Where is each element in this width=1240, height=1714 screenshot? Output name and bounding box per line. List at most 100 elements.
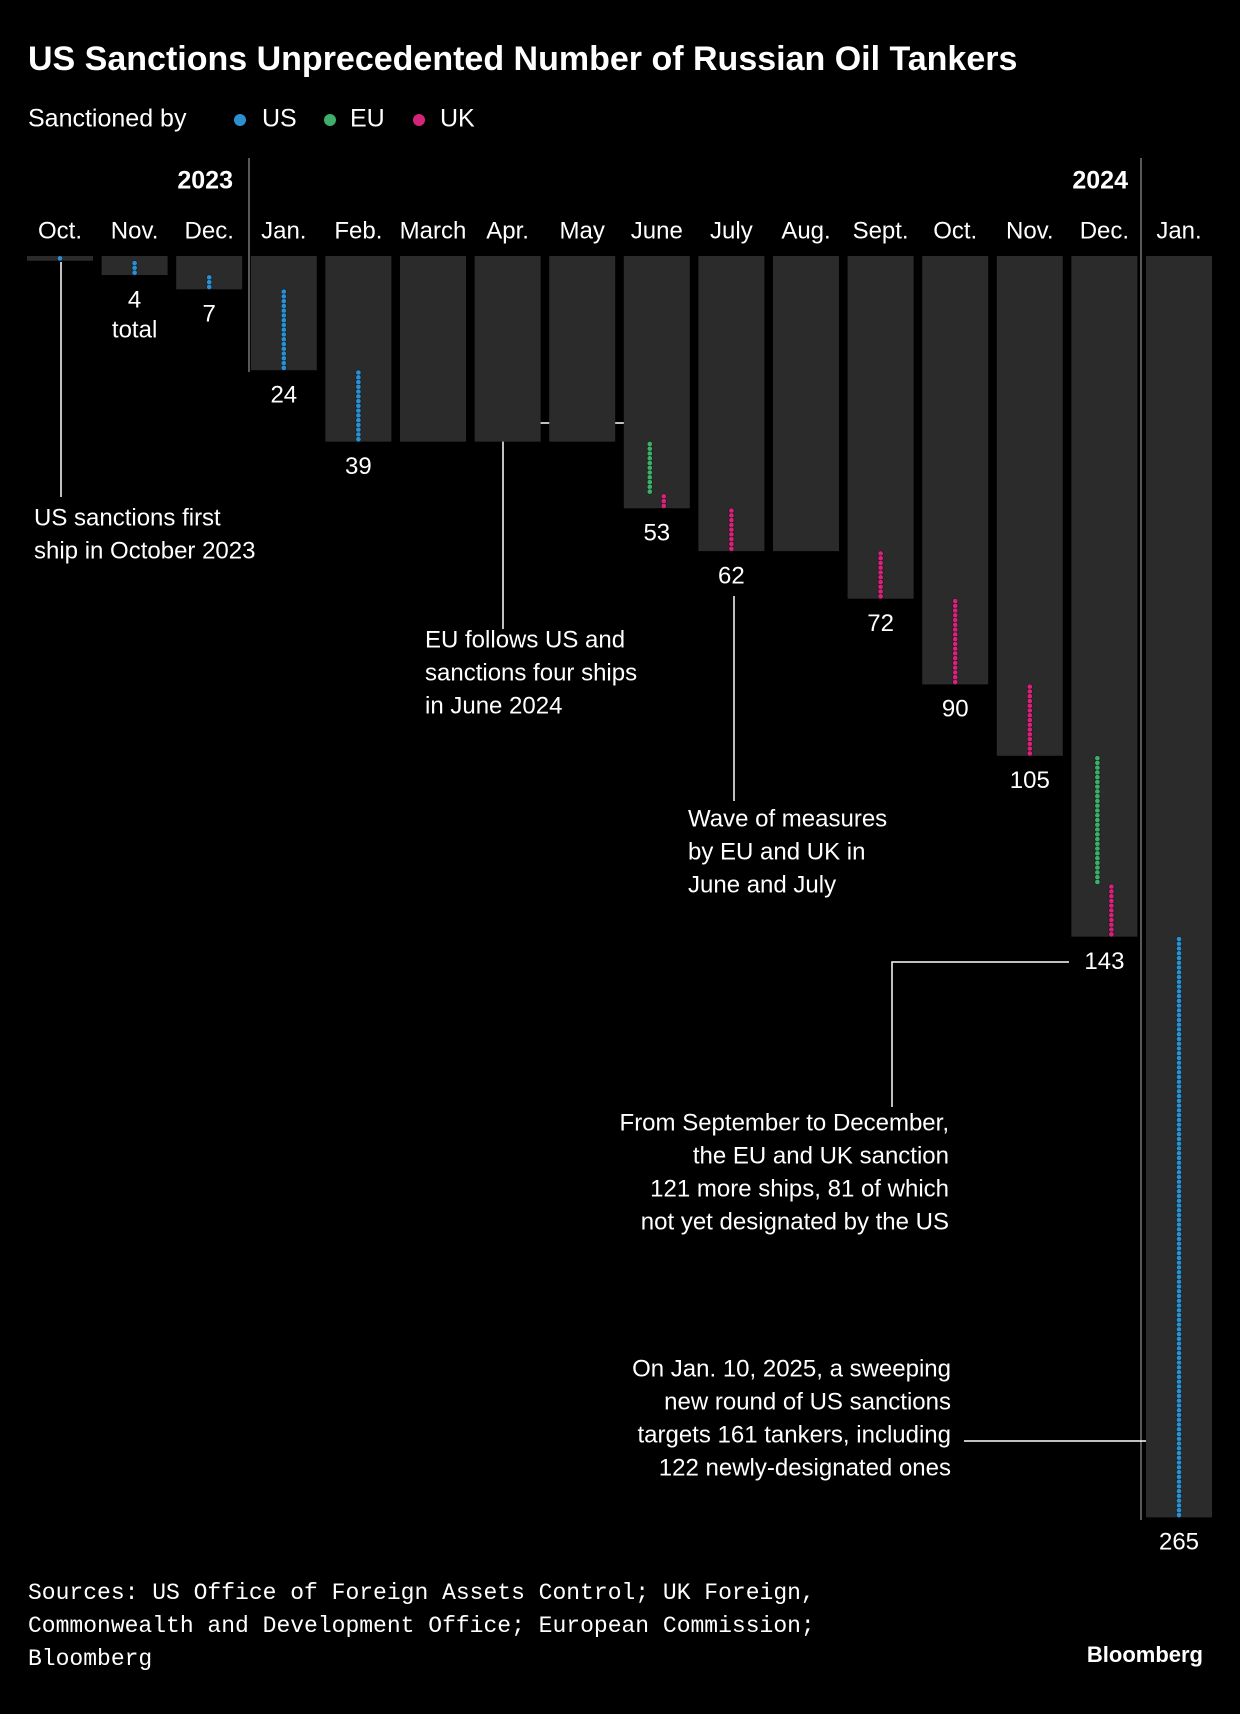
ship-dot: [877, 584, 884, 590]
x-tick-label: Jan.: [1156, 217, 1201, 244]
ship-dot: [1176, 1236, 1182, 1242]
ship-dot: [647, 488, 653, 495]
ship-dot: [647, 450, 653, 457]
ship-dot: [280, 312, 287, 319]
ship-dot: [1094, 869, 1101, 876]
annotation: in June 2024: [425, 692, 562, 719]
ship-dot: [1176, 1350, 1182, 1356]
ship-dot: [1094, 855, 1101, 861]
x-tick-label: Jan.: [261, 217, 306, 244]
annotation: On Jan. 10, 2025, a sweeping: [632, 1355, 951, 1382]
ship-dot: [280, 307, 287, 314]
ship-dot: [952, 655, 959, 662]
x-tick-label: May: [560, 217, 605, 244]
legend-label: EU: [350, 105, 385, 133]
ship-dot: [57, 255, 63, 262]
ship-dot: [355, 403, 362, 409]
ship-dot: [728, 545, 735, 552]
ship-dot: [1176, 1283, 1182, 1290]
value-label: 105: [1010, 767, 1050, 794]
connector: [891, 961, 1069, 1107]
ship-dot: [1176, 1136, 1182, 1142]
ship-dot: [280, 288, 287, 295]
ship-dot: [280, 298, 287, 305]
ship-dot: [206, 279, 212, 285]
year-label: 2023: [177, 167, 233, 195]
ship-dot: [1027, 736, 1033, 742]
legend-label: UK: [440, 105, 475, 133]
ship-dot: [1027, 741, 1033, 747]
legend-marker: [324, 114, 336, 126]
ship-dot: [1176, 1364, 1182, 1371]
source: Bloomberg: [28, 1646, 152, 1672]
ship-dot: [1176, 1298, 1182, 1304]
ship-dot: [355, 374, 362, 381]
ship-dot: [1027, 731, 1033, 738]
ship-dot: [280, 360, 287, 366]
ship-dot: [952, 598, 959, 604]
x-tick-label: Dec.: [185, 217, 234, 244]
ship-dot: [728, 517, 735, 523]
value-label: 24: [270, 382, 297, 409]
ship-dot: [1176, 1321, 1182, 1328]
annotation: the EU and UK sanction: [693, 1142, 949, 1169]
ship-dot: [1176, 1412, 1182, 1418]
ship-dot: [952, 617, 959, 623]
ship-dot: [728, 507, 735, 514]
bar: [1071, 256, 1138, 937]
ship-dot: [1176, 1397, 1182, 1404]
ship-dot: [1027, 693, 1033, 700]
ship-dot: [1176, 1245, 1182, 1252]
ship-dot: [280, 331, 287, 338]
source: Sources: US Office of Foreign Assets Con…: [28, 1580, 815, 1606]
x-tick-label: Dec.: [1080, 217, 1129, 244]
ship-dot: [661, 493, 667, 500]
ship-dot: [1176, 988, 1182, 995]
ship-dot: [355, 393, 362, 400]
ship-dot: [1176, 1031, 1182, 1038]
x-tick-label: Oct.: [933, 217, 977, 244]
ship-dot: [1176, 1169, 1182, 1176]
ship-dot: [1094, 822, 1101, 828]
annotation: EU follows US and: [425, 626, 625, 653]
ship-dot: [1176, 1388, 1182, 1395]
chart-title: US Sanctions Unprecedented Number of Rus…: [28, 40, 1017, 78]
x-tick-label: March: [400, 217, 467, 244]
ship-dot: [1176, 1393, 1182, 1399]
ship-dot: [647, 460, 653, 466]
ship-dot: [1176, 1026, 1182, 1033]
annotation: by EU and UK in: [688, 838, 865, 865]
ship-dot: [1176, 1478, 1182, 1485]
ship-dot: [1108, 893, 1115, 900]
legend-marker: [413, 114, 425, 126]
ship-dot: [1176, 1512, 1182, 1518]
x-tick-label: Feb.: [334, 217, 382, 244]
ship-dot: [1108, 883, 1115, 890]
ship-dot: [280, 346, 287, 352]
ship-dot: [1176, 1250, 1182, 1257]
ship-dot: [1176, 960, 1182, 966]
ship-dot: [877, 574, 884, 581]
ship-dot: [1108, 917, 1115, 923]
ship-dot: [355, 431, 362, 438]
ship-dot: [1176, 1107, 1182, 1114]
ship-dot: [1027, 722, 1033, 728]
ship-dot: [1176, 1098, 1182, 1104]
ship-dot: [1176, 1217, 1182, 1223]
connector: [502, 422, 645, 629]
ship-dot: [1094, 802, 1101, 809]
ship-dot: [728, 536, 735, 543]
ship-dot: [1176, 998, 1182, 1004]
value-label: 39: [345, 453, 372, 480]
ship-dot: [952, 660, 959, 666]
value-label: 53: [643, 520, 670, 547]
ship-dot: [1176, 1312, 1182, 1318]
ship-dot: [1176, 1278, 1182, 1285]
value-label: 143: [1084, 948, 1124, 975]
ship-dot: [952, 631, 959, 638]
ship-dot: [206, 284, 212, 290]
ship-dot: [1176, 1164, 1182, 1171]
ship-dot: [1176, 1455, 1182, 1461]
ship-dot: [1176, 1264, 1182, 1271]
ship-dot: [952, 641, 959, 647]
